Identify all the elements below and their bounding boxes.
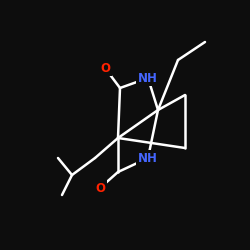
Text: O: O <box>95 182 105 194</box>
Text: NH: NH <box>138 72 158 85</box>
Text: O: O <box>100 62 110 74</box>
Text: NH: NH <box>138 152 158 164</box>
